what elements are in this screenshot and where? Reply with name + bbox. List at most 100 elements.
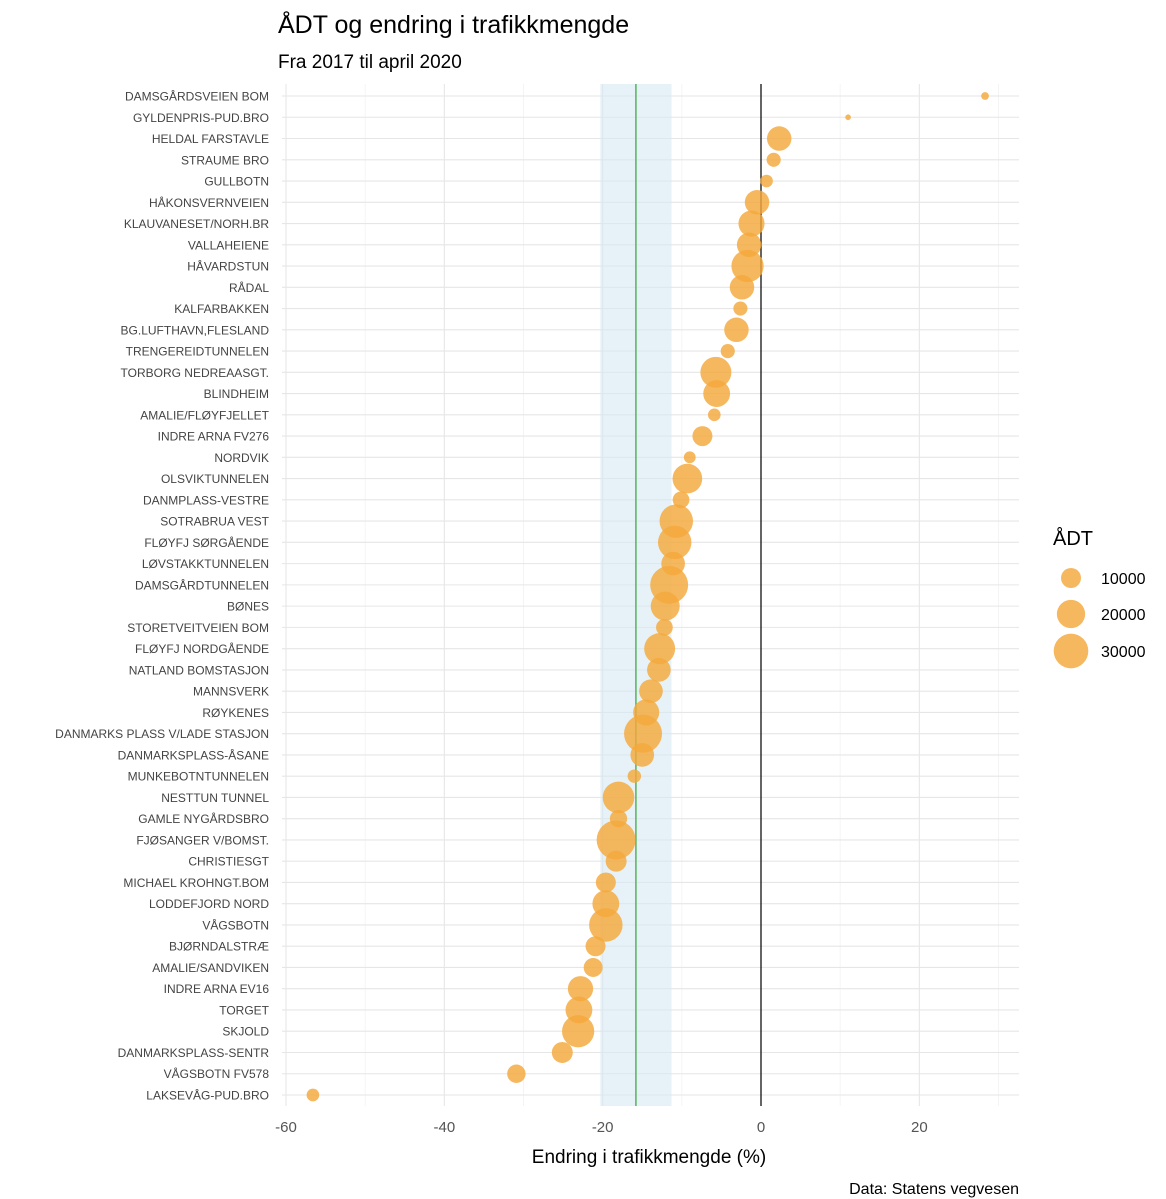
- data-point: [656, 619, 673, 636]
- category-label: MUNKEBOTNTUNNELEN: [128, 770, 269, 784]
- data-point: [627, 769, 642, 783]
- data-point: [647, 658, 671, 682]
- category-label: FLØYFJ NORDGÅENDE: [135, 641, 269, 656]
- legend-title: ÅDT: [1053, 527, 1093, 550]
- data-point: [729, 275, 755, 300]
- legend-label: 10000: [1101, 571, 1146, 588]
- category-label: SOTRABRUA VEST: [160, 515, 269, 529]
- data-point: [562, 1015, 595, 1048]
- category-label: HÅVARDSTUN: [187, 259, 269, 274]
- chart-caption: Data: Statens vegvesen: [849, 1181, 1019, 1198]
- data-point: [707, 408, 721, 422]
- category-label: DANMPLASS-VESTRE: [143, 493, 269, 507]
- category-label: BLINDHEIM: [204, 387, 269, 401]
- category-label: MICHAEL KROHNGT.BOM: [123, 876, 269, 890]
- data-point: [720, 343, 735, 359]
- category-label: DANMARKS PLASS V/LADE STASJON: [55, 727, 269, 741]
- category-label: GAMLE NYGÅRDSBRO: [138, 811, 269, 826]
- category-label: KLAUVANESET/NORH.BR: [124, 217, 269, 231]
- category-label: AMALIE/SANDVIKEN: [152, 961, 269, 975]
- data-point: [630, 743, 655, 767]
- data-point: [692, 426, 713, 447]
- data-point: [639, 679, 663, 703]
- legend: ÅDT 10000 20000 30000: [1053, 527, 1146, 669]
- x-tick-label: -20: [592, 1119, 614, 1136]
- data-point: [672, 491, 690, 509]
- category-label: TORGET: [219, 1003, 269, 1017]
- category-label: FLØYFJ SØRGÅENDE: [144, 535, 269, 550]
- category-label: DANMARKSPLASS-SENTR: [118, 1046, 270, 1060]
- category-label: AMALIE/FLØYFJELLET: [140, 408, 269, 422]
- legend-items: 10000 20000 30000: [1053, 568, 1146, 669]
- category-label: HELDAL FARSTAVLE: [152, 132, 269, 146]
- data-point: [644, 633, 676, 665]
- data-point: [744, 190, 770, 215]
- category-label: BØNES: [227, 600, 269, 614]
- chart-title: ÅDT og endring i trafikkmengde: [278, 9, 629, 39]
- category-label: RÅDAL: [229, 280, 269, 295]
- category-label: OLSVIKTUNNELEN: [161, 472, 269, 486]
- data-point: [602, 781, 635, 814]
- data-point: [306, 1088, 320, 1102]
- data-point: [731, 249, 764, 283]
- data-point: [605, 850, 627, 872]
- category-label: SKJOLD: [222, 1025, 269, 1039]
- data-points: [306, 92, 989, 1102]
- category-label: NATLAND BOMSTASJON: [129, 663, 269, 677]
- category-label: BG.LUFTHAVN,FLESLAND: [121, 323, 270, 337]
- data-point: [766, 126, 792, 151]
- category-label: VALLAHEIENE: [188, 238, 269, 252]
- category-label: INDRE ARNA FV276: [158, 430, 270, 444]
- category-label: VÅGSBOTN FV578: [164, 1066, 270, 1081]
- category-label: DANMARKSPLASS-ÅSANE: [118, 747, 269, 762]
- x-axis-title: Endring i trafikkmengde (%): [532, 1147, 766, 1168]
- category-label: STRAUME BRO: [181, 153, 269, 167]
- category-label: CHRISTIESGT: [188, 855, 269, 869]
- data-point: [703, 380, 731, 407]
- legend-key: [1053, 633, 1089, 669]
- data-point: [738, 210, 765, 237]
- data-point: [760, 174, 773, 188]
- category-label: MANNSVERK: [193, 685, 269, 699]
- data-point: [589, 908, 623, 942]
- category-label: KALFARBAKKEN: [174, 302, 269, 316]
- data-point: [650, 591, 680, 621]
- category-label: GYLDENPRIS-PUD.BRO: [133, 111, 269, 125]
- category-label: INDRE ARNA EV16: [164, 982, 270, 996]
- data-point: [845, 114, 851, 121]
- category-label: LAKSEVÅG-PUD.BRO: [146, 1088, 269, 1103]
- data-point: [766, 152, 781, 167]
- x-tick-label: 20: [911, 1119, 928, 1136]
- category-label: NESTTUN TUNNEL: [161, 791, 269, 805]
- category-label: TORBORG NEDREAASGT.: [121, 366, 269, 380]
- data-point: [981, 92, 989, 100]
- data-point: [507, 1064, 526, 1083]
- data-point: [595, 872, 616, 893]
- category-label: STORETVEITVEIEN BOM: [127, 621, 269, 635]
- data-point: [724, 317, 749, 343]
- category-label: NORDVIK: [214, 451, 269, 465]
- data-point: [733, 301, 748, 316]
- category-label: RØYKENES: [202, 706, 269, 720]
- category-label: DAMSGÅRDTUNNELEN: [135, 577, 269, 592]
- data-point: [657, 525, 692, 560]
- data-point: [672, 463, 703, 494]
- category-labels: DAMSGÅRDSVEIEN BOM GYLDENPRIS-PUD.BRO HELD…: [55, 89, 270, 1103]
- data-point: [585, 936, 606, 957]
- data-point: [683, 451, 696, 464]
- x-tick-label: 0: [757, 1119, 765, 1136]
- x-tick-label: -60: [275, 1119, 297, 1136]
- legend-label: 30000: [1101, 644, 1146, 661]
- data-point: [596, 820, 636, 860]
- chart-subtitle: Fra 2017 til april 2020: [278, 52, 462, 73]
- x-tick-label: -40: [433, 1119, 455, 1136]
- data-point: [551, 1042, 573, 1063]
- x-axis-ticks: -60 -40 -20 0 20: [275, 1119, 928, 1136]
- category-label: FJØSANGER V/BOMST.: [136, 833, 269, 847]
- category-label: HÅKONSVERNVEIEN: [149, 195, 269, 210]
- category-label: TRENGEREIDTUNNELEN: [126, 345, 269, 359]
- category-label: DAMSGÅRDSVEIEN BOM: [125, 89, 269, 104]
- data-point: [624, 714, 663, 753]
- data-point: [700, 356, 732, 388]
